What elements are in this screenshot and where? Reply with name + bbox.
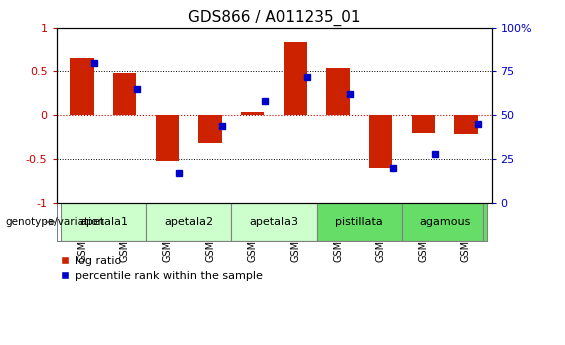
Bar [402,204,487,241]
Bar [369,115,392,168]
Bar [198,115,222,143]
Text: apetala2: apetala2 [164,217,213,227]
Bar [316,204,402,241]
Bar [146,204,232,241]
Bar [284,42,307,115]
Bar [326,68,350,115]
Bar [61,204,146,241]
Bar [232,204,316,241]
Text: agamous: agamous [419,217,470,227]
Text: apetala3: apetala3 [250,217,298,227]
Bar [113,73,137,115]
Legend: log ratio, percentile rank within the sample: log ratio, percentile rank within the sa… [56,251,268,286]
Text: genotype/variation: genotype/variation [6,217,105,227]
Bar [241,111,264,115]
Bar [71,58,94,115]
Text: apetala1: apetala1 [79,217,128,227]
Bar [454,115,477,134]
Bar [156,115,179,161]
Title: GDS866 / A011235_01: GDS866 / A011235_01 [188,10,360,26]
Bar [411,115,435,132]
Text: pistillata: pistillata [336,217,383,227]
